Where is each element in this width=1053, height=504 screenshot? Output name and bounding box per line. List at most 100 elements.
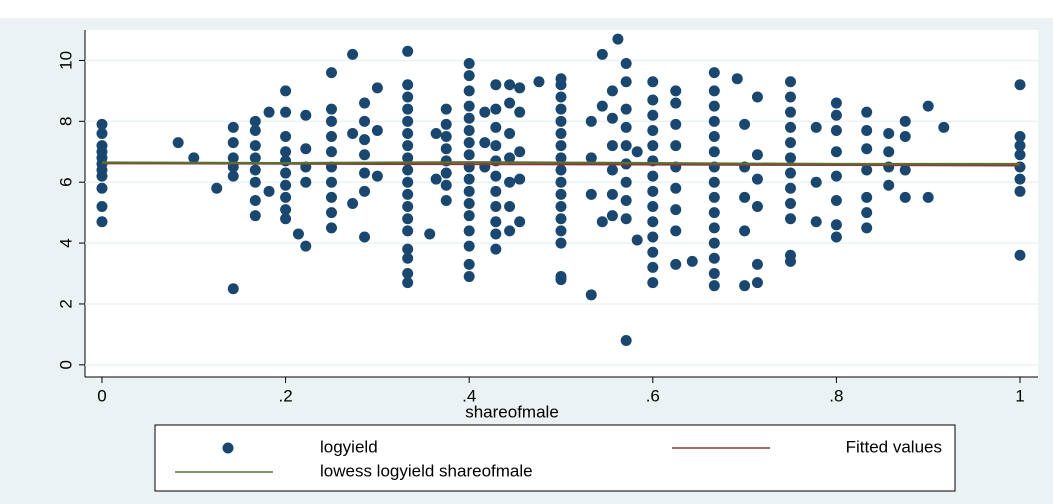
point <box>647 277 659 289</box>
point <box>96 201 108 213</box>
point <box>490 185 502 197</box>
y-tick-label: 8 <box>56 117 75 126</box>
point <box>227 283 239 295</box>
point <box>325 176 337 188</box>
point <box>440 194 452 206</box>
point <box>751 173 763 185</box>
point <box>504 176 516 188</box>
point <box>620 76 632 88</box>
point <box>555 271 567 283</box>
point <box>402 45 414 57</box>
point <box>785 167 797 179</box>
y-tick-label: 6 <box>56 177 75 186</box>
point <box>647 231 659 243</box>
point <box>280 213 292 225</box>
point <box>514 216 526 228</box>
x-axis-label: shareofmale <box>465 402 559 421</box>
point <box>670 225 682 237</box>
y-tick-label: 2 <box>56 299 75 308</box>
point <box>555 213 567 225</box>
point <box>463 137 475 149</box>
point <box>402 225 414 237</box>
point <box>1014 140 1026 152</box>
point <box>708 268 720 280</box>
point <box>424 228 436 240</box>
point <box>861 207 873 219</box>
point <box>463 100 475 112</box>
point <box>402 268 414 280</box>
point <box>440 118 452 130</box>
point <box>606 85 618 97</box>
point <box>463 173 475 185</box>
point <box>227 137 239 149</box>
point <box>861 191 873 203</box>
point <box>555 73 567 85</box>
point <box>861 164 873 176</box>
point <box>620 194 632 206</box>
point <box>555 115 567 127</box>
point <box>596 100 608 112</box>
point <box>504 225 516 237</box>
point <box>555 225 567 237</box>
point <box>402 91 414 103</box>
point <box>647 140 659 152</box>
point <box>647 94 659 106</box>
fit-line <box>101 161 1021 165</box>
point <box>490 121 502 133</box>
point <box>96 127 108 139</box>
point <box>359 97 371 109</box>
point <box>280 191 292 203</box>
point <box>96 140 108 152</box>
y-tick-label: 0 <box>56 360 75 369</box>
point <box>504 152 516 164</box>
point <box>325 67 337 79</box>
point <box>751 91 763 103</box>
point <box>490 228 502 240</box>
point <box>606 112 618 124</box>
y-tick-label: 10 <box>56 51 75 70</box>
point <box>606 164 618 176</box>
point <box>359 149 371 161</box>
point <box>1014 185 1026 197</box>
point <box>899 191 911 203</box>
point <box>670 204 682 216</box>
point <box>263 106 275 118</box>
point <box>899 115 911 127</box>
point <box>585 188 597 200</box>
point <box>830 124 842 136</box>
point <box>708 131 720 143</box>
point <box>463 271 475 283</box>
point <box>647 261 659 273</box>
point <box>785 76 797 88</box>
point <box>708 252 720 264</box>
point <box>514 82 526 94</box>
point <box>440 179 452 191</box>
point <box>620 140 632 152</box>
point <box>751 277 763 289</box>
point <box>708 280 720 292</box>
point <box>785 249 797 261</box>
point <box>922 100 934 112</box>
point <box>606 188 618 200</box>
point <box>899 131 911 143</box>
y-tick-label: 4 <box>56 238 75 247</box>
point <box>830 170 842 182</box>
point <box>596 48 608 60</box>
point <box>188 152 200 164</box>
point <box>899 164 911 176</box>
point <box>785 198 797 209</box>
point <box>504 79 516 91</box>
point <box>249 194 261 206</box>
point <box>922 191 934 203</box>
point <box>883 146 895 158</box>
point <box>514 173 526 185</box>
point <box>620 334 632 346</box>
point <box>96 216 108 228</box>
point <box>514 146 526 158</box>
point <box>325 115 337 127</box>
point <box>739 191 751 203</box>
point <box>861 143 873 155</box>
point <box>227 152 239 164</box>
point <box>490 243 502 255</box>
point <box>402 79 414 91</box>
